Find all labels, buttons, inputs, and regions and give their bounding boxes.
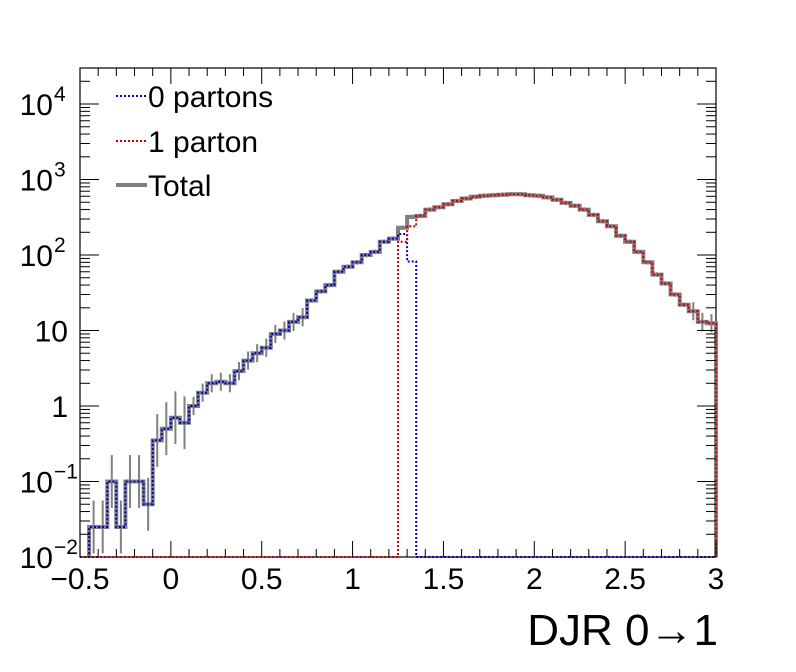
x-axis-title: DJR 0→1	[527, 606, 718, 655]
y-tick-exponent: 3	[54, 159, 66, 182]
x-tick-label: 2	[526, 563, 543, 596]
legend-entry: Total	[116, 170, 211, 203]
y-tick-exponent: −2	[54, 536, 78, 559]
x-tick-label: 1	[344, 563, 361, 596]
legend-label: Total	[148, 170, 211, 203]
y-tick-label: 10	[20, 542, 53, 575]
series-line	[80, 233, 716, 558]
x-tick-label: 2.5	[604, 563, 646, 596]
x-tick-label: 0.5	[241, 563, 283, 596]
y-tick-label: 10	[20, 240, 53, 273]
y-tick-label: 10	[20, 89, 53, 122]
x-tick-label: 1.5	[423, 563, 465, 596]
x-tick-label: 3	[708, 563, 725, 596]
legend-label: 1 parton	[148, 126, 258, 159]
y-tick-exponent: 4	[54, 83, 66, 106]
y-tick-label: 10	[20, 467, 53, 500]
y-tick-label: 10	[20, 165, 53, 198]
y-tick-exponent: −1	[54, 461, 78, 484]
x-tick-label: −0.5	[50, 563, 109, 596]
y-tick-label: 10	[35, 316, 68, 349]
y-tick-label: 1	[51, 391, 68, 424]
x-tick-label: 0	[163, 563, 180, 596]
legend-entry: 1 parton	[116, 126, 258, 159]
legend-label: 0 partons	[148, 81, 273, 114]
series-0-partons	[80, 233, 716, 558]
y-tick-exponent: 2	[54, 234, 66, 257]
legend-entry: 0 partons	[116, 81, 273, 114]
